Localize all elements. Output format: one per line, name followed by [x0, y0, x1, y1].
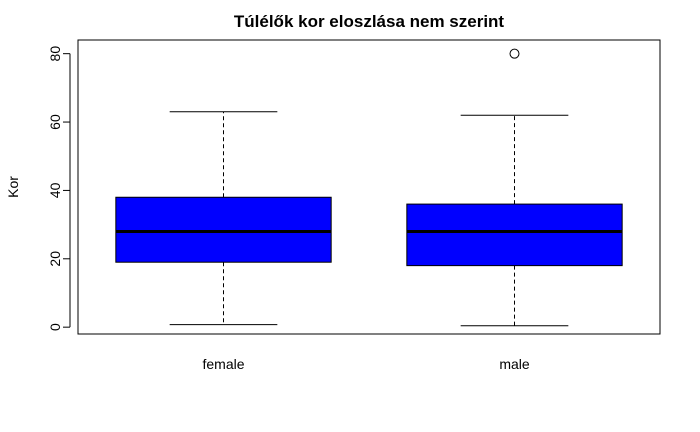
box-female: [115, 196, 332, 263]
y-tick-label: 80: [47, 46, 63, 62]
box-male: [406, 203, 623, 267]
x-axis: female male: [202, 356, 529, 372]
plot-frame: [77, 39, 661, 335]
x-tick-label: female: [202, 356, 244, 372]
chart-title: Túlélők kor eloszlása nem szerint: [234, 12, 505, 31]
y-tick-label: 0: [47, 323, 63, 331]
y-tick-label: 40: [47, 182, 63, 198]
x-tick-label: male: [499, 356, 530, 372]
y-axis: 0 20 40 60 80: [47, 46, 71, 331]
y-tick-label: 20: [47, 251, 63, 267]
box-group: [115, 48, 623, 327]
y-tick-label: 60: [47, 114, 63, 130]
y-axis-label: Kor: [5, 176, 21, 198]
outlier-point: [509, 48, 520, 59]
